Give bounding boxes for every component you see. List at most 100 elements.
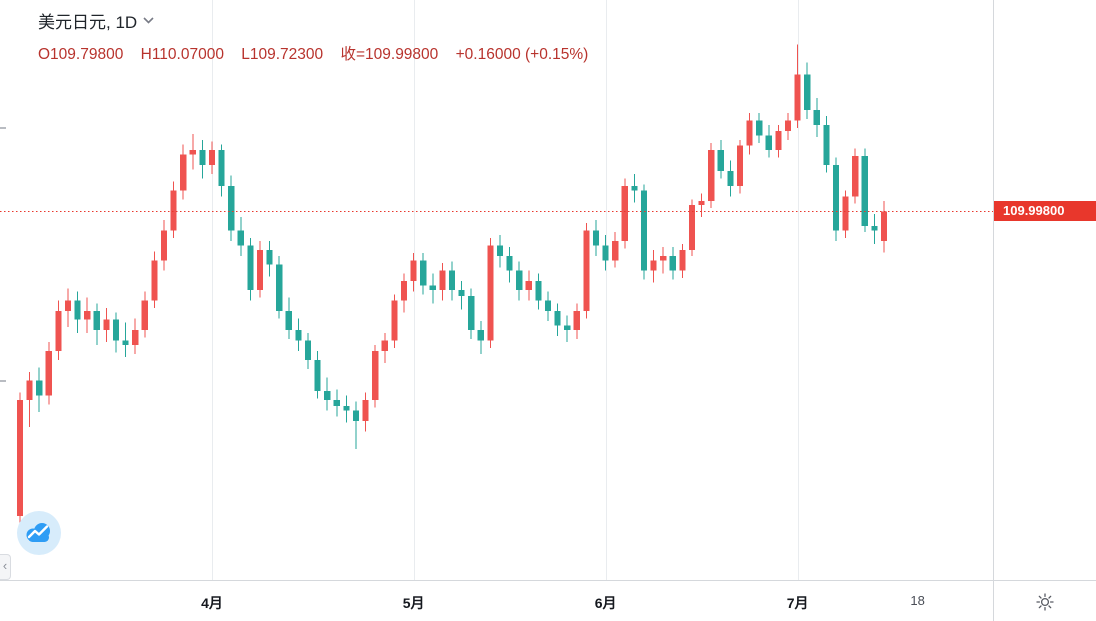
time-axis-month-label: 4月 xyxy=(201,595,223,611)
candle xyxy=(602,234,609,271)
candle xyxy=(333,389,340,417)
candle xyxy=(247,237,254,301)
ohlc-low-value: L109.72300 xyxy=(241,46,324,63)
candle xyxy=(352,401,360,450)
chart-legend: 美元日元, 1D O109.79800 H110.07000 L109.7230… xyxy=(38,8,588,64)
candle xyxy=(506,246,513,283)
tradingview-logo-button[interactable] xyxy=(16,510,62,556)
candle xyxy=(410,252,417,292)
candle xyxy=(784,113,792,140)
candle xyxy=(314,350,321,399)
candle xyxy=(688,199,696,256)
candle xyxy=(237,217,244,256)
candle xyxy=(189,133,196,170)
time-axis-labels: 4月 5月 6月 7月 18 xyxy=(0,581,993,621)
candle xyxy=(612,232,619,268)
last-price-badge: 109.99800 xyxy=(994,201,1096,222)
last-price-label: 109.99800 xyxy=(1003,203,1065,219)
time-axis-month-label: 6月 xyxy=(594,595,617,611)
candle xyxy=(650,249,657,283)
candle xyxy=(756,113,763,143)
chart-pane[interactable]: 美元日元, 1D O109.79800 H110.07000 L109.7230… xyxy=(0,0,993,580)
candle xyxy=(218,144,225,197)
price-axis[interactable]: 109.99800 xyxy=(993,0,1096,580)
ohlc-open-value: O109.79800 xyxy=(38,46,124,63)
candle xyxy=(468,288,475,340)
candle xyxy=(132,318,139,354)
candle xyxy=(324,377,331,411)
left-edge-tick xyxy=(0,127,6,129)
candle xyxy=(36,367,43,412)
candle xyxy=(832,157,840,241)
candle xyxy=(170,181,177,238)
candle xyxy=(276,255,283,319)
candle xyxy=(266,240,273,277)
candle xyxy=(727,160,734,197)
candle xyxy=(621,178,628,249)
candle xyxy=(544,291,552,322)
panel-collapse-handle[interactable]: ‹ xyxy=(0,554,11,580)
candle xyxy=(765,124,772,158)
time-axis-month-label: 7月 xyxy=(786,595,809,611)
axis-settings-button[interactable] xyxy=(1032,589,1058,615)
candle xyxy=(516,261,523,301)
candle xyxy=(381,333,388,363)
candle xyxy=(698,193,705,218)
candle xyxy=(45,342,52,405)
candle xyxy=(708,142,715,209)
candle xyxy=(458,281,465,310)
legend-ohlc-row: O109.79800 H110.07000 L109.72300 收=109.9… xyxy=(38,42,588,64)
candle xyxy=(122,322,129,357)
candle xyxy=(84,297,91,334)
chevron-down-icon[interactable] xyxy=(143,17,154,24)
candle xyxy=(199,139,206,179)
settings-sun-icon xyxy=(1036,593,1054,611)
candle xyxy=(679,243,686,279)
time-axis[interactable]: 4月 5月 6月 7月 18 xyxy=(0,580,1096,621)
ohlc-high-value: H110.07000 xyxy=(140,46,224,63)
ohlc-change-value: +0.16000 (+0.15%) xyxy=(455,46,589,63)
candle xyxy=(823,116,830,173)
candle xyxy=(228,175,235,241)
candle xyxy=(141,291,148,338)
candle xyxy=(256,240,264,298)
candle xyxy=(717,139,724,179)
candle xyxy=(64,288,72,328)
candle xyxy=(631,174,638,203)
candle xyxy=(871,214,878,244)
axis-vertical-divider xyxy=(993,581,994,621)
symbol-title[interactable]: 美元日元, 1D xyxy=(38,13,138,32)
candle xyxy=(112,312,120,353)
candle xyxy=(93,303,100,346)
candle xyxy=(564,315,571,343)
candle xyxy=(842,190,849,238)
candle xyxy=(26,371,33,427)
candle xyxy=(583,223,590,319)
candle xyxy=(391,294,398,348)
candle xyxy=(304,333,312,369)
candle xyxy=(180,144,187,200)
candle xyxy=(160,220,168,271)
candle xyxy=(420,252,427,295)
legend-symbol-row: 美元日元, 1D xyxy=(38,8,588,33)
candle xyxy=(861,148,868,232)
candle xyxy=(151,251,158,308)
candle xyxy=(535,273,542,310)
candle xyxy=(343,395,350,423)
candle xyxy=(439,263,446,301)
candle xyxy=(208,141,216,174)
candle xyxy=(55,300,62,360)
time-axis-day-label: 18 xyxy=(910,593,925,608)
ohlc-close-value: 收=109.99800 xyxy=(340,46,439,63)
candle xyxy=(285,297,292,340)
left-edge-tick xyxy=(0,380,6,382)
candle xyxy=(804,62,811,119)
cloud-chart-icon xyxy=(26,523,50,542)
candle xyxy=(448,261,456,301)
candle xyxy=(880,200,888,253)
candle xyxy=(592,220,600,256)
candle xyxy=(736,139,744,194)
candle xyxy=(852,148,859,204)
candlestick-chart[interactable] xyxy=(0,0,993,580)
candle xyxy=(74,291,81,334)
